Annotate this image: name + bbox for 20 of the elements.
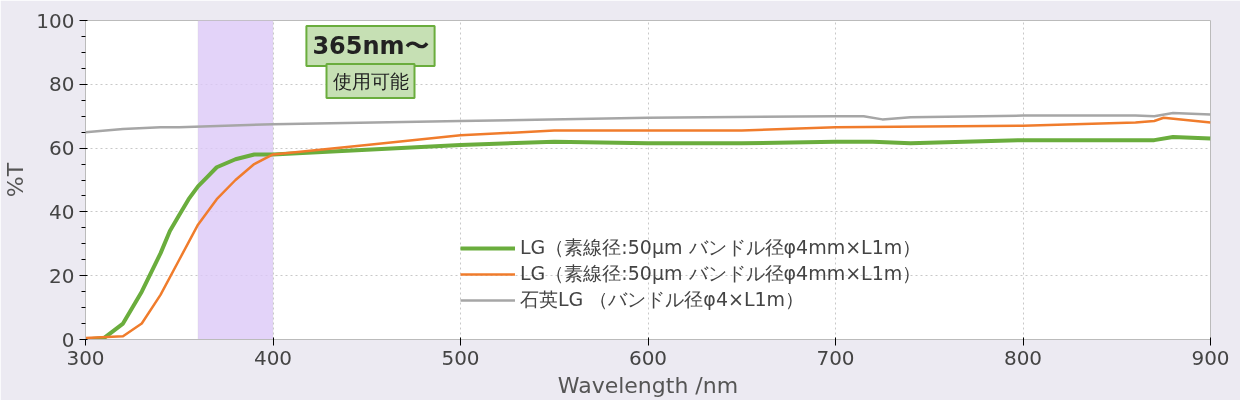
x-tick-label: 400: [253, 345, 293, 370]
x-tick-label: 800: [1003, 345, 1043, 370]
y-tick-label: 80: [49, 72, 75, 97]
y-tick-label: 40: [49, 199, 75, 224]
annotation: 使用可能: [332, 70, 409, 93]
y-tick-label: 100: [36, 8, 75, 33]
legend-label: LG（素線径:50μm バンドル径φ4mm×L1m）: [520, 235, 922, 260]
y-tick-label: 60: [49, 136, 75, 161]
x-axis-title: Wavelength /nm: [557, 372, 739, 398]
line-series: [85, 111, 1211, 134]
legend-label: 石英LG （バンドル径φ4×L1m）: [520, 287, 805, 312]
y-tick-label: 20: [49, 263, 75, 288]
x-tick-label: 900: [1191, 345, 1230, 370]
legend-label: LG（素線径:50μm バンドル径φ4mm×L1m）: [520, 261, 922, 286]
x-tick-label: 700: [816, 345, 855, 370]
x-tick-label: 500: [441, 345, 480, 370]
y-tick-label: 0: [61, 327, 75, 352]
y-axis-title: %T: [3, 162, 29, 198]
annotation: 365nm〜: [312, 32, 429, 61]
x-tick-label: 600: [628, 345, 668, 370]
